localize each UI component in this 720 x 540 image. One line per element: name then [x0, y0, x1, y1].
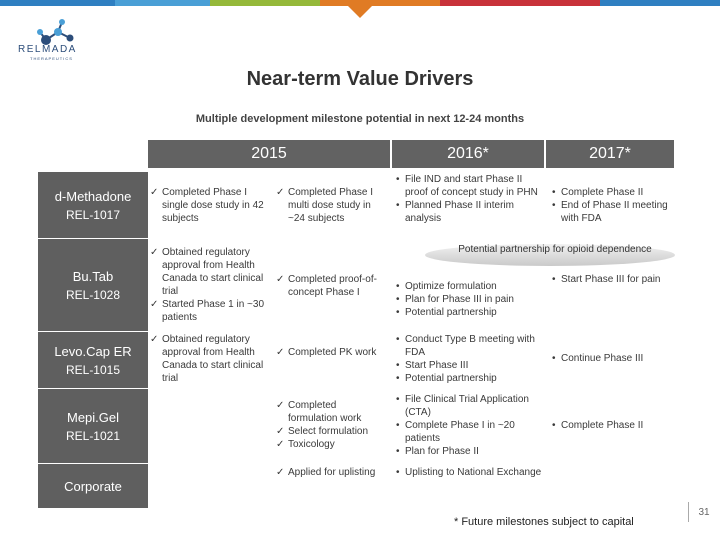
- color-stripe-6: [600, 0, 720, 6]
- page-number: 31: [688, 502, 719, 522]
- row-label-levocap: Levo.Cap ER REL-1015: [38, 332, 148, 388]
- row-name: Corporate: [64, 478, 122, 494]
- row-label-mepigel: Mepi.Gel REL-1021: [38, 389, 148, 463]
- cell-levocap-2015a: ✓ Obtained regulatory approval from Healt…: [150, 334, 264, 384]
- cell-butab-2016: • Optimize formulation • Plan for Phase II…: [396, 280, 542, 319]
- milestone-text: Completed formulation work: [288, 400, 362, 424]
- partnership-banner-bg: [425, 244, 675, 266]
- cell-levocap-2016: • Conduct Type B meeting with FDA • Start …: [396, 333, 542, 385]
- row-label-corporate: Corporate: [38, 464, 148, 508]
- cell-levocap-2017: • Continue Phase III: [552, 352, 672, 365]
- cell-dmethadone-2016: • File IND and start Phase II proof of co…: [396, 173, 542, 225]
- milestone-text: Planned Phase II interim analysis: [405, 200, 514, 224]
- milestone-text: Start Phase III for pain: [561, 274, 661, 285]
- milestone-text: File Clinical Trial Application (CTA): [405, 394, 529, 418]
- milestone-text: Completed Phase I multi dose study in ~2…: [288, 187, 374, 224]
- milestone-text: Conduct Type B meeting with FDA: [405, 334, 535, 358]
- milestone-text: Potential partnership: [405, 373, 497, 384]
- milestone-text: Started Phase 1 in ~30 patients: [162, 299, 265, 323]
- footnote: * Future milestones subject to capital: [454, 516, 634, 528]
- milestone-text: Toxicology: [288, 439, 335, 450]
- color-stripe-3: [210, 0, 320, 6]
- row-divider: [38, 238, 148, 239]
- milestone-text: Optimize formulation: [405, 281, 497, 292]
- cell-butab-2017: • Start Phase III for pain: [552, 273, 672, 286]
- row-code: REL-1021: [65, 428, 121, 443]
- milestone-text: Completed Phase I single dose study in 4…: [162, 187, 264, 224]
- milestone-text: End of Phase II meeting with FDA: [561, 200, 668, 224]
- partnership-banner: Potential partnership for opioid depende…: [458, 244, 652, 255]
- milestone-text: Complete Phase II: [561, 187, 644, 198]
- color-stripe-2: [115, 0, 210, 6]
- row-divider: [38, 463, 148, 464]
- row-divider: [38, 388, 148, 389]
- row-divider: [38, 331, 148, 332]
- logo-subtext: THERAPEUTICS: [30, 56, 73, 61]
- row-code: REL-1028: [65, 287, 121, 302]
- milestone-text: Applied for uplisting: [288, 467, 376, 478]
- milestone-text: Continue Phase III: [561, 353, 644, 364]
- cell-levocap-2015b: ✓ Completed PK work: [276, 346, 388, 359]
- cell-dmethadone-2017: • Complete Phase II • End of Phase II meet…: [552, 186, 672, 225]
- milestone-text: Plan for Phase III in pain: [405, 294, 514, 305]
- milestone-text: Complete Phase II: [561, 420, 644, 431]
- header-2015: 2015: [148, 140, 390, 168]
- cell-butab-2015a: ✓ Obtained regulatory approval from Healt…: [150, 247, 265, 323]
- cell-dmethadone-2015b: ✓ Completed Phase I multi dose study in ~…: [276, 186, 388, 225]
- cell-corporate-2015b: ✓ Applied for uplisting: [276, 466, 388, 479]
- milestone-text: Plan for Phase II: [405, 446, 479, 457]
- cell-butab-2015b: ✓ Completed proof-of-concept Phase I: [276, 273, 388, 299]
- milestone-text: Obtained regulatory approval from Health…: [162, 334, 264, 384]
- logo-wordmark: RELMADA: [18, 44, 77, 55]
- cell-dmethadone-2015a: ✓ Completed Phase I single dose study in …: [150, 187, 264, 224]
- row-code: REL-1015: [65, 362, 121, 377]
- color-stripe-1: [0, 0, 115, 6]
- color-stripe-5: [440, 0, 600, 6]
- header-2017: 2017*: [546, 140, 674, 168]
- row-code: REL-1017: [65, 207, 121, 222]
- cell-corporate-2016: • Uplisting to National Exchange: [396, 467, 542, 478]
- row-name: Mepi.Gel: [66, 409, 120, 425]
- page-subtitle: Multiple development milestone potential…: [195, 113, 525, 125]
- milestone-text: Select formulation: [288, 426, 369, 437]
- milestone-text: Start Phase III: [405, 360, 469, 371]
- cell-mepigel-2017: • Complete Phase II: [552, 419, 672, 432]
- stripe-notch: [348, 6, 372, 18]
- milestone-text: Uplisting to National Exchange: [405, 467, 542, 478]
- row-name: d-Methadone: [54, 188, 132, 204]
- row-label-d-methadone: d-Methadone REL-1017: [38, 172, 148, 238]
- milestone-text: File IND and start Phase II proof of con…: [405, 174, 538, 198]
- molecule-icon: [37, 19, 74, 45]
- milestone-text: Potential partnership: [405, 307, 497, 318]
- cell-mepigel-2015b: ✓ Completed formulation work ✓ Select form…: [276, 399, 388, 451]
- color-stripe-4: [320, 0, 440, 6]
- milestone-text: Completed proof-of-concept Phase I: [288, 274, 377, 298]
- page-title: Near-term Value Drivers: [246, 68, 474, 90]
- cell-mepigel-2016: • File Clinical Trial Application (CTA) •…: [396, 393, 542, 458]
- row-name: Bu.Tab: [72, 268, 114, 284]
- row-name: Levo.Cap ER: [54, 343, 132, 359]
- row-label-butab: Bu.Tab REL-1028: [38, 239, 148, 331]
- milestone-text: Complete Phase I in ~20 patients: [405, 420, 515, 444]
- milestone-text: Completed PK work: [288, 347, 377, 358]
- header-2016: 2016*: [392, 140, 544, 168]
- milestone-text: Obtained regulatory approval from Health…: [162, 247, 264, 297]
